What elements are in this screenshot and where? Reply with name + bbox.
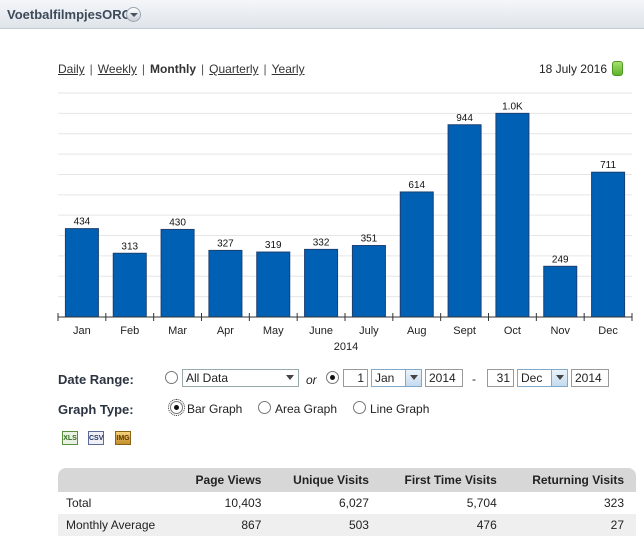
chart-tick-label: Mar <box>168 325 187 337</box>
stats-row-label: Total <box>66 496 92 510</box>
period-nav: Daily | Weekly | Monthly | Quarterly | Yearly <box>58 62 305 76</box>
chart-data-label: 711 <box>600 160 616 171</box>
period-yearly-link[interactable]: Yearly <box>271 62 305 76</box>
chart-tick-label: May <box>263 325 284 337</box>
table-row: Total 10,403 6,027 5,704 323 <box>58 492 636 514</box>
chart-tick-label: Oct <box>504 325 521 337</box>
chart-tick-label: Feb <box>120 325 139 337</box>
chart-data-label: 944 <box>456 113 473 124</box>
chart-data-label: 1.0K <box>502 101 523 112</box>
chart-axis: Jan Feb Mar Apr May June July Aug Sept Oct Nov Dec <box>57 313 633 337</box>
area-graph-label: Area Graph <box>275 402 338 416</box>
period-weekly-link[interactable]: Weekly <box>97 62 137 76</box>
or-text: or <box>306 373 317 387</box>
stats-cell: 10,403 <box>224 496 262 510</box>
csv-export-icon[interactable]: CSV <box>88 431 104 445</box>
chart-data-label: 351 <box>361 234 378 245</box>
period-daily-link[interactable]: Daily <box>58 62 85 76</box>
stats-cell: 6,027 <box>338 496 369 510</box>
chart-tick-label: Nov <box>550 325 570 337</box>
chart-bar <box>64 228 99 318</box>
chart-bar <box>256 251 291 318</box>
chart-tick-label: Dec <box>598 325 618 337</box>
chevron-down-icon <box>551 370 567 386</box>
bar-graph-label: Bar Graph <box>187 402 243 416</box>
chart-bar <box>112 252 147 318</box>
stats-cell: 503 <box>273 514 381 536</box>
bar-graph-radio[interactable] <box>168 399 185 416</box>
to-year-input[interactable]: 2014 <box>571 369 609 387</box>
graph-type-label: Graph Type: <box>58 402 134 417</box>
chart-data-label: 434 <box>74 217 91 228</box>
chart-data-label: 327 <box>217 238 234 249</box>
chart-bar <box>543 265 578 318</box>
chart-data-label: 430 <box>169 217 186 228</box>
custom-range-radio[interactable] <box>326 371 339 384</box>
to-month-select[interactable]: Dec <box>517 369 568 387</box>
stats-header-page-views: Page Views <box>178 468 274 492</box>
chart-grid <box>58 92 632 298</box>
period-quarterly-link[interactable]: Quarterly <box>209 62 259 76</box>
stats-table: Page Views Unique Visits First Time Visi… <box>58 468 636 536</box>
chart-bar <box>447 124 482 318</box>
chart-tick-label: June <box>309 325 333 337</box>
from-day-input[interactable]: 1 <box>343 369 368 387</box>
chart-data-label: 313 <box>121 241 138 252</box>
stats-cell: 476 <box>380 514 509 536</box>
chevron-down-icon <box>282 370 298 386</box>
chart-bar <box>351 245 386 318</box>
area-graph-radio[interactable] <box>258 401 271 414</box>
chart-bar <box>208 249 243 318</box>
stats-cell: 5,704 <box>466 496 497 510</box>
chart-bar <box>399 191 434 318</box>
image-export-icon[interactable]: IMG <box>115 431 131 445</box>
site-dropdown-icon[interactable] <box>126 7 141 22</box>
stats-header-row: Page Views Unique Visits First Time Visi… <box>58 468 636 492</box>
chart-data-label: 614 <box>408 180 425 191</box>
stats-cell: 27 <box>508 514 636 536</box>
to-day-input[interactable]: 31 <box>487 369 514 387</box>
top-bar: VoetbalfilmpjesORG <box>0 0 644 29</box>
line-graph-radio[interactable] <box>353 401 366 414</box>
site-name: VoetbalfilmpjesORG <box>7 7 132 22</box>
period-monthly-current: Monthly <box>150 62 197 76</box>
stats-cell: 867 <box>178 514 274 536</box>
chart-tick-label: Sept <box>453 325 476 337</box>
stats-row-label: Monthly Average <box>58 514 178 536</box>
excel-export-icon[interactable]: XLS <box>62 431 78 445</box>
chart-tick-label: Jan <box>73 325 91 337</box>
all-data-select[interactable]: All Data <box>182 369 299 387</box>
all-data-radio[interactable] <box>165 371 178 384</box>
date-display: 18 July 2016 <box>491 59 623 79</box>
stats-header-blank <box>58 468 178 492</box>
date-range-label: Date Range: <box>58 372 134 387</box>
chart-bar <box>160 228 195 318</box>
stats-cell: 323 <box>603 496 624 510</box>
chart-xlabel: 2014 <box>334 341 358 353</box>
chart-data-label: 332 <box>313 237 330 248</box>
chart-data-label: 249 <box>552 254 569 265</box>
status-indicator-icon <box>612 61 623 76</box>
stats-header-unique-visits: Unique Visits <box>273 468 381 492</box>
monthly-bar-chart: 434 313 430 327 319 332 351 614 944 1.0K 249 711 Ja… <box>57 92 633 353</box>
line-graph-label: Line Graph <box>370 402 430 416</box>
current-date: 18 July 2016 <box>538 62 607 76</box>
chart-tick-label: July <box>359 325 379 337</box>
table-row: Monthly Average 867 503 476 27 <box>58 514 636 536</box>
chart-bar <box>304 248 339 318</box>
chart-tick-label: Aug <box>407 325 427 337</box>
chart-tick-label: Apr <box>217 325 234 337</box>
from-month-select[interactable]: Jan <box>371 369 422 387</box>
stats-header-returning-visits: Returning Visits <box>508 468 636 492</box>
chevron-down-icon <box>405 370 421 386</box>
chart-bar <box>591 171 626 318</box>
chart-data-label: 319 <box>265 240 282 251</box>
range-dash: - <box>472 372 476 386</box>
stats-header-first-time-visits: First Time Visits <box>380 468 509 492</box>
chart-bar <box>495 112 530 318</box>
from-year-input[interactable]: 2014 <box>425 369 463 387</box>
